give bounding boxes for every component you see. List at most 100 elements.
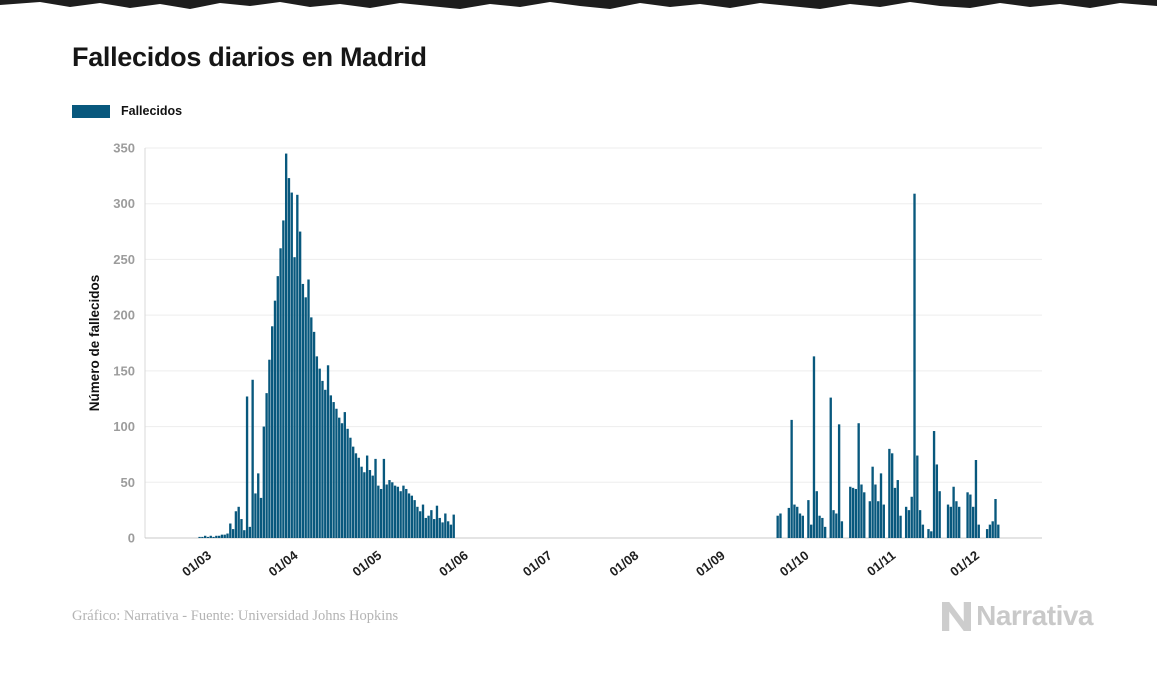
bar <box>932 431 936 538</box>
x-tick-label: 01/11 <box>864 548 898 579</box>
bar <box>385 484 388 538</box>
bar <box>810 524 813 538</box>
bar <box>271 326 274 538</box>
bar <box>307 279 310 538</box>
bar <box>413 500 416 538</box>
x-tick-label: 01/09 <box>693 548 728 580</box>
bar <box>441 522 444 538</box>
bar <box>391 482 394 538</box>
bar <box>424 517 427 538</box>
bar <box>273 300 277 538</box>
bar <box>229 523 232 538</box>
bar <box>215 535 218 538</box>
bar <box>276 276 279 538</box>
bar <box>427 515 430 538</box>
bar <box>829 397 832 538</box>
bar <box>248 526 252 538</box>
bar <box>835 513 838 538</box>
bar <box>237 506 240 538</box>
bar <box>354 453 358 538</box>
bar <box>863 492 866 538</box>
bar <box>857 423 860 538</box>
bar <box>882 504 885 538</box>
bar <box>977 524 980 538</box>
bar <box>904 506 908 538</box>
bar <box>854 488 858 538</box>
y-tick-label: 100 <box>113 419 135 434</box>
bar <box>921 524 925 538</box>
bar <box>430 510 433 538</box>
bar <box>421 504 425 538</box>
bar <box>871 466 874 538</box>
legend-label: Fallecidos <box>121 104 183 118</box>
bar <box>930 531 933 538</box>
y-axis-title: Número de fallecidos <box>87 275 102 412</box>
chart-title: Fallecidos diarios en Madrid <box>72 42 427 72</box>
x-tick-label: 01/10 <box>777 548 812 580</box>
bar <box>851 487 855 538</box>
bar <box>918 510 922 538</box>
bar <box>402 485 405 538</box>
narrativa-logo-text: Narrativa <box>976 600 1093 631</box>
bar <box>296 194 299 539</box>
bar <box>907 510 911 538</box>
bar <box>790 419 793 538</box>
bar <box>251 379 254 538</box>
bar <box>916 455 919 538</box>
x-tick-label: 01/07 <box>520 548 555 580</box>
bar <box>410 495 414 538</box>
bar <box>234 511 238 538</box>
narrativa-logo-icon <box>942 601 972 631</box>
y-tick-label: 50 <box>121 475 135 490</box>
bar <box>393 485 397 538</box>
bar <box>204 535 207 538</box>
legend: Fallecidos <box>72 104 182 118</box>
bar <box>860 484 863 538</box>
bar <box>807 500 810 538</box>
bar <box>310 317 313 538</box>
bar <box>304 297 307 538</box>
bar <box>837 424 841 538</box>
bar <box>446 521 450 538</box>
bar <box>821 517 824 538</box>
bar <box>840 521 844 538</box>
y-tick-label: 0 <box>128 531 135 546</box>
x-tick-label: 01/03 <box>179 548 214 580</box>
bar <box>969 494 972 538</box>
bar <box>888 448 891 538</box>
bar <box>220 534 224 538</box>
bar <box>449 524 453 538</box>
torn-edge-decoration <box>0 0 1157 9</box>
bar <box>265 393 268 538</box>
bar <box>868 501 872 538</box>
bar <box>388 480 391 538</box>
bar <box>212 536 215 538</box>
bar <box>935 464 939 538</box>
x-tick-label: 01/12 <box>947 548 982 580</box>
bar <box>879 473 883 538</box>
bar <box>801 515 804 538</box>
bar <box>217 535 221 538</box>
bar <box>357 457 360 538</box>
bar <box>284 153 288 538</box>
bar <box>452 514 455 538</box>
y-tick-label: 350 <box>113 141 135 156</box>
bar <box>435 505 439 538</box>
bar <box>958 506 961 538</box>
bar <box>849 486 852 538</box>
bar <box>335 408 338 538</box>
bar <box>315 356 319 538</box>
bar <box>201 536 204 538</box>
bar <box>818 515 821 538</box>
bar <box>298 231 302 538</box>
bar <box>971 506 975 538</box>
bar <box>994 499 997 538</box>
bar <box>268 359 271 538</box>
bar <box>324 389 327 538</box>
bar <box>997 524 1000 538</box>
bar <box>938 491 941 538</box>
bar <box>287 178 291 538</box>
bar <box>798 513 802 538</box>
